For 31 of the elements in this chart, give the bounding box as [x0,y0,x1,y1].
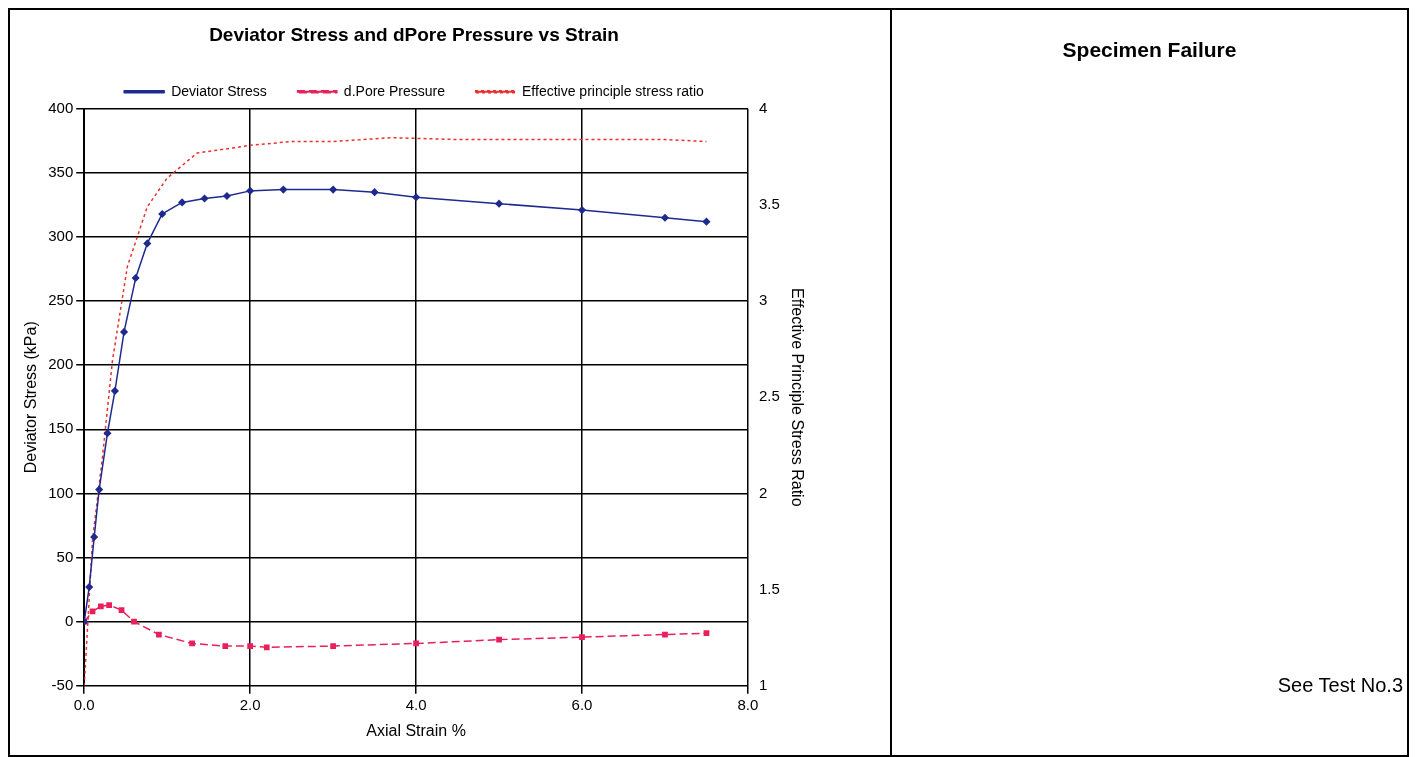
y-axis-title: Deviator Stress (kPa) [22,321,40,474]
y-tick-label: 0 [64,611,74,629]
y2-tick-label: 2.5 [758,387,780,405]
y-tick-label: 150 [48,419,74,437]
y2-tick-label: 3.5 [758,195,780,213]
y-tick-label: -50 [51,675,74,693]
x-tick-label: 6.0 [571,695,593,713]
y-tick-label: 350 [48,163,74,181]
legend-label: Effective principle stress ratio [522,82,705,99]
y2-tick-label: 3 [758,291,768,309]
x-tick-label: 4.0 [405,695,427,713]
x-tick-label: 2.0 [239,695,261,713]
legend-label: d.Pore Pressure [343,82,446,99]
x-tick-label: 8.0 [737,695,759,713]
text: Specimen Failure [1061,38,1238,62]
y-tick-label: 250 [48,291,74,309]
y2-tick-label: 1.5 [758,579,780,597]
y-tick-label: 50 [56,547,74,565]
y2-tick-label: 2 [758,483,768,501]
y-tick-label: 400 [48,98,74,116]
x-tick-label: 0.0 [73,695,95,713]
y-tick-label: 300 [48,227,74,245]
y2-tick-label: 4 [758,98,768,116]
x-axis-title: Axial Strain % [366,721,466,739]
chart-title: Deviator Stress and dPore Pressure vs Strain [209,23,619,45]
legend-label: Deviator Stress [171,82,267,99]
y-tick-label: 100 [48,483,74,501]
text: See Test No.3 [1277,674,1403,697]
y-tick-label: 200 [48,355,74,373]
y2-tick-label: 1 [758,675,768,693]
y2-axis-title: Effective Principle Stress Ratio [788,288,806,507]
